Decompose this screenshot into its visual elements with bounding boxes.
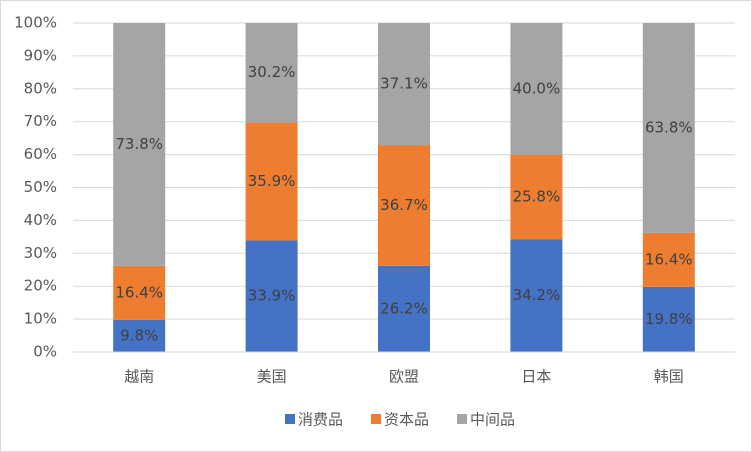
bar-segment (510, 23, 563, 155)
data-label: 37.1% (380, 75, 428, 93)
data-label: 26.2% (380, 299, 428, 317)
data-label: 34.2% (513, 286, 561, 304)
data-label: 16.4% (645, 250, 693, 268)
legend-swatch (457, 414, 467, 424)
data-label: 16.4% (115, 283, 163, 301)
x-tick-label: 美国 (257, 368, 287, 386)
data-label: 35.9% (248, 172, 296, 190)
y-tick-label: 90% (24, 46, 57, 64)
y-tick-label: 20% (24, 277, 57, 295)
y-tick-label: 10% (24, 310, 57, 328)
bar-segment (245, 23, 298, 123)
y-tick-label: 0% (33, 343, 57, 361)
data-label: 36.7% (380, 196, 428, 214)
legend-label: 消费品 (298, 411, 343, 429)
bar-segment (113, 319, 166, 352)
data-label: 19.8% (645, 310, 693, 328)
data-label: 9.8% (120, 326, 158, 344)
x-tick-label: 韩国 (654, 368, 684, 386)
y-tick-label: 100% (14, 14, 57, 32)
bar-segment (378, 145, 430, 266)
y-tick-label: 70% (24, 112, 57, 130)
bar-segment (510, 239, 563, 352)
bar-segment (378, 23, 430, 146)
x-tick-label: 欧盟 (389, 368, 419, 386)
data-label: 73.8% (115, 135, 163, 153)
data-label: 30.2% (248, 63, 296, 81)
y-tick-label: 50% (24, 178, 57, 196)
data-label: 25.8% (513, 188, 561, 206)
legend-label: 中间品 (470, 411, 515, 429)
bar-segment (642, 232, 695, 287)
y-tick-label: 40% (24, 211, 57, 229)
bar-segment (378, 265, 430, 352)
bar-segment (510, 154, 563, 240)
legend-label: 资本品 (384, 411, 429, 429)
x-tick-label: 日本 (521, 368, 551, 386)
y-tick-label: 30% (24, 244, 57, 262)
legend-swatch (371, 414, 381, 424)
bar-segment (245, 122, 298, 241)
data-label: 63.8% (645, 118, 693, 136)
bar-segment (113, 23, 166, 266)
y-tick-label: 80% (24, 79, 57, 97)
y-tick-label: 60% (24, 145, 57, 163)
bar-segment (642, 286, 695, 352)
bar-segment (642, 23, 695, 233)
bar-segment (245, 240, 298, 352)
data-label: 40.0% (513, 79, 561, 97)
data-label: 33.9% (248, 287, 296, 305)
bar-segment (113, 265, 166, 320)
x-tick-label: 越南 (124, 368, 154, 386)
legend-swatch (285, 414, 295, 424)
